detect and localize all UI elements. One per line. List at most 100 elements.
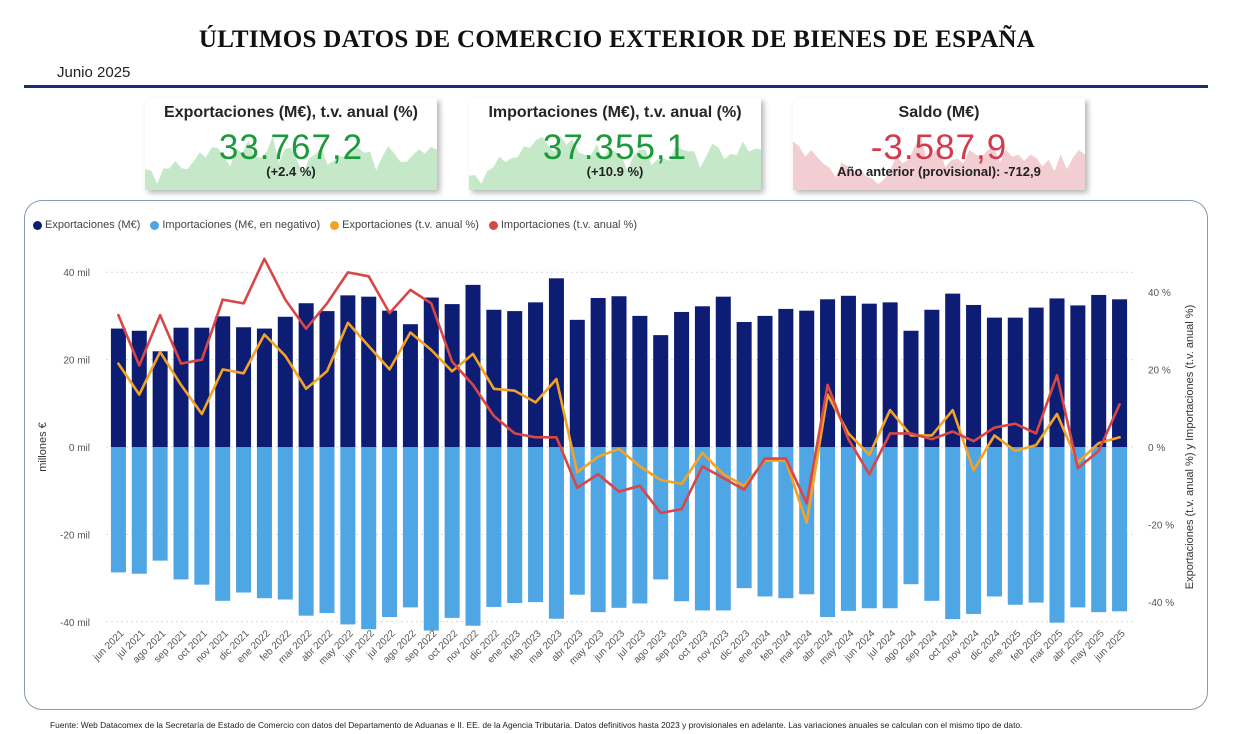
import-bar	[444, 447, 460, 618]
import-bar	[402, 447, 418, 608]
balance-sparkline	[793, 136, 1085, 190]
export-bar	[382, 310, 398, 447]
export-bar	[486, 309, 502, 447]
export-bar	[256, 328, 272, 447]
grid-layer	[106, 271, 1134, 623]
source-footnote: Fuente: Web Datacomex de la Secretaría d…	[50, 720, 1023, 730]
balance-card-previous: Año anterior (provisional): -712,9	[837, 164, 1041, 179]
import-bar	[507, 447, 523, 604]
legend-item-imports[interactable]: Importaciones (M€, en negativo)	[150, 219, 320, 231]
import-bar	[194, 447, 210, 585]
import-bar	[298, 447, 314, 616]
y2-tick-label: -40 %	[1148, 598, 1174, 609]
export-bar	[694, 306, 710, 447]
export-bar	[152, 351, 168, 447]
line-layer	[117, 257, 1121, 525]
exports-card-change: (+2.4 %)	[266, 164, 316, 179]
export-bar	[236, 327, 252, 447]
y2-tick-label: 0 %	[1148, 443, 1165, 454]
export-bar	[215, 316, 231, 447]
import-bar	[966, 447, 982, 614]
balance-card[interactable]: Saldo (M€) -3.587,9 Año anterior (provis…	[793, 98, 1085, 190]
export-bar	[986, 317, 1002, 447]
exports-sparkline	[145, 136, 437, 190]
exports-rate-line	[117, 321, 1121, 525]
export-bar	[611, 296, 627, 447]
export-bar	[465, 284, 481, 447]
import-bar	[236, 447, 252, 593]
y2-tick-label: 40 %	[1148, 288, 1171, 299]
import-bar	[1007, 447, 1023, 605]
import-bar	[924, 447, 940, 601]
export-bar	[298, 303, 314, 447]
imports-rate-line	[117, 257, 1121, 515]
legend-item-imports-rate[interactable]: Importaciones (t.v. anual %)	[488, 219, 638, 231]
import-bar	[486, 447, 502, 607]
import-bar	[319, 447, 335, 614]
import-bar	[611, 447, 627, 608]
export-bar	[507, 311, 523, 447]
import-bar	[986, 447, 1002, 597]
legend-label: Exportaciones (t.v. anual %)	[342, 219, 479, 231]
export-bar	[715, 296, 731, 447]
imports-card[interactable]: Importaciones (M€), t.v. anual (%) 37.35…	[469, 98, 761, 190]
import-bar	[1070, 447, 1086, 608]
export-bar	[778, 308, 794, 447]
y-tick-label: 40 mil	[63, 268, 90, 279]
export-bar	[444, 304, 460, 447]
export-bar	[173, 327, 189, 447]
imports-card-change: (+10.9 %)	[586, 164, 644, 179]
imports-card-title: Importaciones (M€), t.v. anual (%)	[488, 104, 742, 121]
import-bar	[757, 447, 773, 597]
imports-card-value: 37.355,1	[542, 128, 688, 167]
export-bar	[1028, 307, 1044, 447]
export-bar	[340, 295, 356, 447]
import-bar	[215, 447, 231, 601]
exports-card[interactable]: Exportaciones (M€), t.v. anual (%) 33.76…	[145, 98, 437, 190]
legend-label: Importaciones (M€, en negativo)	[162, 219, 321, 231]
import-bar	[152, 447, 168, 561]
import-bar	[903, 447, 919, 585]
legend-dot-icon	[33, 220, 42, 230]
export-bar	[653, 335, 669, 447]
export-bar	[569, 319, 585, 447]
import-bar	[736, 447, 752, 589]
period-label: Junio 2025	[57, 64, 131, 81]
imports-sparkline	[469, 136, 761, 190]
export-bar	[361, 296, 377, 447]
y-tick-label: -20 mil	[60, 530, 90, 541]
bar-layer	[110, 278, 1128, 631]
import-bar	[340, 447, 356, 625]
legend-item-exports[interactable]: Exportaciones (M€)	[33, 219, 140, 231]
import-bar	[1091, 447, 1107, 613]
exports-card-value: 33.767,2	[218, 128, 364, 167]
import-bar	[1112, 447, 1128, 612]
exports-card-title: Exportaciones (M€), t.v. anual (%)	[164, 104, 418, 121]
import-bar	[131, 447, 147, 574]
export-bar	[277, 316, 293, 447]
import-bar	[382, 447, 398, 617]
import-bar	[256, 447, 272, 599]
export-bar	[319, 311, 335, 447]
export-bar	[674, 311, 690, 447]
legend-item-exports-rate[interactable]: Exportaciones (t.v. anual %)	[330, 219, 479, 231]
export-bar	[861, 303, 877, 447]
export-bar	[528, 302, 544, 447]
legend-label: Importaciones (t.v. anual %)	[500, 219, 638, 231]
export-bar	[402, 324, 418, 447]
legend-dot-icon	[330, 220, 340, 230]
export-bar	[110, 328, 126, 447]
balance-card-title: Saldo (M€)	[898, 104, 980, 121]
header-divider	[24, 85, 1208, 88]
export-bar	[840, 295, 856, 447]
export-bar	[1070, 305, 1086, 447]
export-bar	[945, 293, 961, 447]
export-bar	[757, 315, 773, 447]
export-bar	[924, 309, 940, 447]
import-bar	[110, 447, 126, 573]
import-bar	[840, 447, 856, 611]
import-bar	[465, 447, 481, 626]
import-bar	[861, 447, 877, 609]
legend-dot-icon	[488, 220, 498, 230]
y-tick-label: 0 mil	[69, 443, 90, 454]
